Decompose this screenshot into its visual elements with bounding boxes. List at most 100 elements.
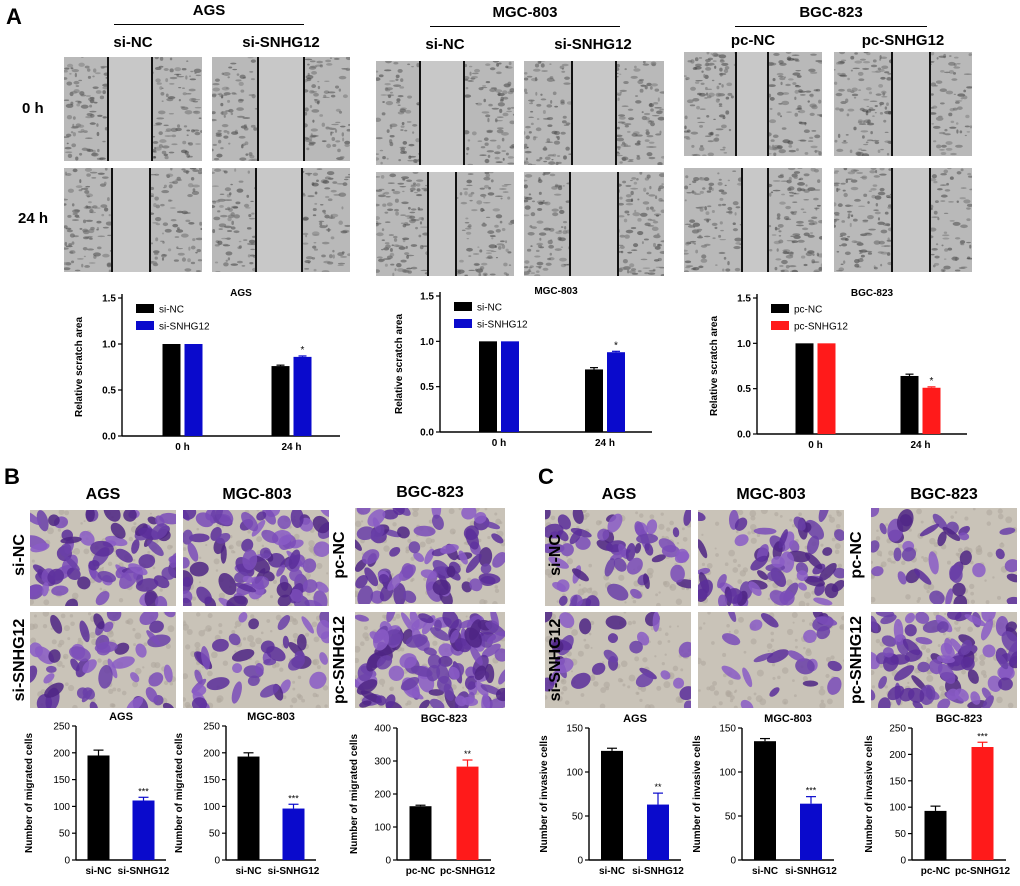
y-tick-label: 0.0	[737, 430, 751, 441]
transwell-image-3	[355, 508, 505, 604]
b-row-label-si-nc: si-NC	[11, 534, 28, 576]
chart-title: BGC-823	[851, 288, 894, 299]
significance-marker: **	[654, 782, 662, 792]
significance-marker: ***	[138, 786, 149, 796]
y-tick-label: 150	[566, 724, 583, 735]
y-axis-label: Number of invasive cells	[692, 735, 703, 853]
y-tick-label: 1.5	[737, 294, 751, 305]
bar	[501, 341, 519, 432]
x-tick-label: si-SNHG12	[268, 866, 320, 877]
legend-swatch	[136, 304, 154, 313]
y-tick-label: 100	[889, 803, 906, 814]
chart-title: BGC-823	[421, 713, 467, 725]
row-label-0h: 0 h	[22, 100, 44, 117]
y-tick-label: 0	[385, 856, 391, 867]
bar	[647, 804, 669, 860]
significance-marker: ***	[288, 793, 299, 803]
bar	[282, 808, 305, 860]
y-tick-label: 1.0	[102, 340, 116, 351]
chart-migration-mgc: MGC-803 0 50 100 150 200 250 Number of migrated…	[174, 711, 320, 877]
scratch-image-5	[684, 52, 822, 156]
bar	[271, 366, 290, 436]
y-tick-label: 250	[53, 722, 70, 733]
legend-label: si-NC	[159, 305, 184, 316]
b-title-mgc: MGC-803	[222, 486, 292, 503]
panel-label-c: C	[538, 464, 554, 489]
y-tick-label: 1.5	[420, 292, 434, 303]
b-title-bgc: BGC-823	[396, 484, 464, 501]
y-tick-label: 100	[203, 802, 220, 813]
y-axis-label: Number of migrated cells	[174, 733, 185, 853]
y-tick-label: 0.5	[420, 382, 434, 393]
chart-title: MGC-803	[764, 713, 812, 725]
y-tick-label: 50	[209, 829, 221, 840]
y-tick-label: 250	[889, 724, 906, 735]
group-line-mgc	[430, 26, 620, 27]
y-tick-label: 150	[719, 724, 736, 735]
significance-marker: *	[301, 345, 305, 356]
transwell-image-9	[871, 508, 1017, 604]
bar	[795, 343, 814, 434]
y-tick-label: 200	[374, 790, 391, 801]
chart-title: AGS	[109, 711, 133, 723]
y-tick-label: 50	[725, 812, 737, 823]
chart-scratch-mgc: MGC-803 0.0 0.5 1.0 1.5 Relative scratch area…	[394, 286, 652, 449]
transwell-image-4	[30, 612, 176, 708]
b-row-label-pc-snhg12: pc-SNHG12	[331, 615, 348, 705]
y-tick-label: 150	[53, 775, 70, 786]
c-row-label-pc-nc: pc-NC	[848, 531, 865, 579]
x-tick-label: pc-SNHG12	[440, 866, 495, 877]
x-tick-label: pc-NC	[406, 866, 435, 877]
bar	[817, 343, 836, 434]
transwell-image-11	[698, 612, 844, 708]
bar	[293, 356, 312, 436]
col-label-bgc-snhg12: pc-SNHG12	[861, 32, 945, 49]
bar	[800, 803, 822, 860]
y-tick-label: 200	[203, 748, 220, 759]
transwell-image-7	[545, 510, 691, 606]
significance-marker: **	[464, 749, 472, 759]
bar	[585, 369, 603, 432]
bar	[971, 747, 994, 860]
scratch-image-1	[64, 57, 202, 161]
y-tick-label: 1.0	[737, 339, 751, 350]
bar	[924, 810, 947, 860]
panel-label-a: A	[6, 4, 22, 29]
group-line-bgc	[735, 26, 927, 27]
x-tick-label: si-NC	[235, 866, 261, 877]
scratch-image-11	[684, 168, 822, 272]
y-tick-label: 200	[53, 748, 70, 759]
bar	[237, 756, 260, 860]
chart-migration-ags: AGS 0 50 100 150 200 250 Number of migrated cel…	[24, 711, 170, 877]
y-tick-label: 300	[374, 757, 391, 768]
y-axis-label: Relative scratch area	[74, 317, 85, 418]
bar	[607, 352, 625, 432]
y-tick-label: 150	[203, 775, 220, 786]
y-axis-label: Relative scratch area	[394, 314, 405, 415]
chart-invasion-bgc: BGC-823 0 50 100 150 200 250 Number of invasive…	[864, 713, 1010, 877]
significance-marker: ***	[977, 731, 988, 741]
x-tick-label: 0 h	[175, 442, 189, 453]
bar	[162, 344, 181, 436]
legend-swatch	[136, 321, 154, 330]
group-title-ags: AGS	[192, 2, 226, 19]
y-tick-label: 100	[719, 768, 736, 779]
chart-scratch-ags: AGS 0.0 0.5 1.0 1.5 Relative scratch area 0 h *…	[74, 288, 340, 453]
row-label-24h: 24 h	[18, 210, 49, 227]
scratch-image-9	[376, 172, 514, 276]
y-tick-label: 1.5	[102, 294, 116, 305]
x-tick-label: pc-SNHG12	[955, 866, 1010, 877]
c-row-label-pc-snhg12: pc-SNHG12	[848, 615, 865, 705]
c-title-bgc: BGC-823	[910, 486, 978, 503]
y-tick-label: 100	[374, 823, 391, 834]
col-label-mgc-nc: si-NC	[425, 36, 465, 53]
panel-label-b: B	[4, 464, 20, 489]
bar	[409, 806, 432, 860]
legend-label: si-SNHG12	[477, 320, 528, 331]
chart-title: MGC-803	[247, 711, 295, 723]
scratch-image-3	[376, 61, 514, 165]
transwell-image-1	[30, 510, 176, 606]
c-title-ags: AGS	[601, 486, 637, 503]
y-tick-label: 200	[889, 750, 906, 761]
y-tick-label: 50	[59, 829, 71, 840]
